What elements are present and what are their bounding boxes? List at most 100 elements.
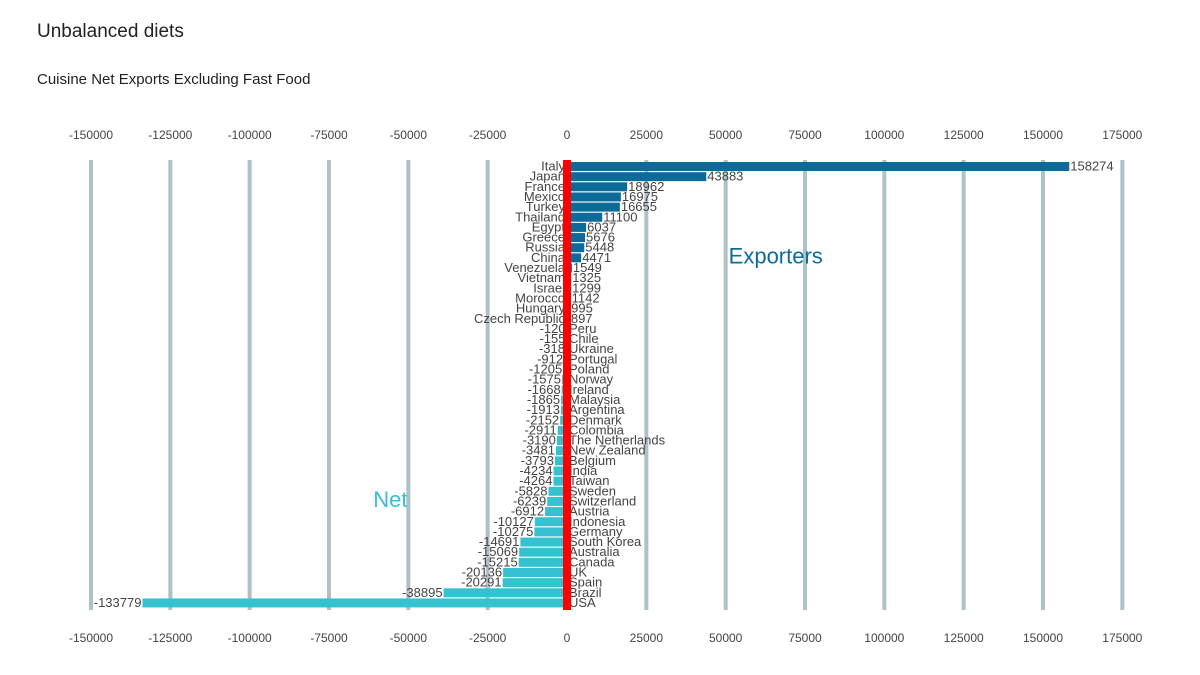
zero-line: [563, 160, 571, 610]
value-label: 5676: [586, 230, 615, 245]
category-label: Indonesia: [569, 514, 626, 529]
x-tick-label-bottom: -75000: [310, 631, 348, 645]
category-label: Sweden: [569, 483, 616, 498]
value-label: -1668: [527, 382, 560, 397]
value-label: 6037: [587, 219, 616, 234]
category-label: Hungary: [516, 301, 566, 316]
value-label: -3793: [521, 453, 554, 468]
bar: [503, 568, 567, 577]
bar: [553, 476, 567, 486]
x-tick-label-bottom: 25000: [630, 631, 664, 645]
value-label: 43883: [707, 169, 743, 184]
bar: [443, 588, 567, 598]
bar: [554, 456, 567, 466]
category-label: France: [525, 179, 565, 194]
bar: [567, 172, 707, 182]
bar: [534, 517, 567, 527]
bar: [567, 182, 628, 192]
bar: [567, 162, 1070, 171]
bar: [567, 192, 621, 202]
x-tick-label-top: 0: [564, 128, 571, 142]
category-label: Colombia: [569, 422, 625, 437]
category-label: South Korea: [569, 534, 642, 549]
x-tick-label-top: 25000: [630, 128, 664, 142]
value-label: -15069: [478, 544, 518, 559]
value-label: 11100: [603, 209, 637, 224]
category-label: Czech Republic: [474, 311, 566, 326]
bar: [545, 507, 567, 517]
x-tick-label-bottom: 150000: [1023, 631, 1063, 645]
category-label: Venezuela: [504, 260, 565, 275]
category-label: Japan: [530, 169, 565, 184]
value-label: 1299: [572, 280, 601, 295]
category-label: UK: [569, 565, 587, 580]
x-tick-label-bottom: 100000: [864, 631, 904, 645]
category-label: India: [569, 463, 598, 478]
bar: [567, 212, 603, 222]
category-label: Brazil: [569, 585, 602, 600]
value-label: 1549: [573, 260, 602, 275]
value-label: 897: [571, 311, 593, 326]
value-label: 1142: [572, 290, 600, 305]
value-label: -120: [540, 321, 566, 336]
x-tick-label-top: 175000: [1102, 128, 1142, 142]
category-label: Argentina: [569, 402, 625, 417]
category-label: Taiwan: [569, 473, 609, 488]
value-label: -318: [539, 341, 565, 356]
category-label: Spain: [569, 575, 602, 590]
category-label: Malaysia: [569, 392, 621, 407]
annotation-label: Net: [373, 487, 407, 512]
x-tick-label-top: -75000: [310, 128, 348, 142]
value-label: 4471: [582, 250, 611, 265]
value-label: 16975: [622, 189, 658, 204]
x-tick-label-top: 50000: [709, 128, 743, 142]
x-tick-label-top: 125000: [944, 128, 984, 142]
value-label: -38895: [402, 585, 442, 600]
bar: [567, 243, 585, 253]
value-label: -1913: [527, 402, 560, 417]
x-tick-label-top: -50000: [390, 128, 428, 142]
value-label: -20291: [461, 575, 501, 590]
bar: [502, 578, 567, 588]
value-label: -2911: [524, 422, 556, 437]
bar: [557, 425, 567, 435]
x-tick-label-bottom: 125000: [944, 631, 984, 645]
category-label: Italy: [541, 159, 565, 174]
category-label: Egypt: [532, 219, 566, 234]
value-label: -3481: [522, 443, 555, 458]
value-label: -4264: [519, 473, 552, 488]
value-label: 158274: [1070, 159, 1113, 174]
category-label: Turkey: [526, 199, 566, 214]
x-tick-label-bottom: -25000: [469, 631, 507, 645]
category-label: Switzerland: [569, 493, 636, 508]
chart-subtitle: Cuisine Net Exports Excluding Fast Food: [37, 71, 311, 88]
value-label: -20136: [462, 565, 502, 580]
value-label: -4234: [519, 463, 552, 478]
category-label: Chile: [569, 331, 599, 346]
category-label: Belgium: [569, 453, 616, 468]
x-tick-label-bottom: -125000: [148, 631, 192, 645]
category-label: Germany: [569, 524, 623, 539]
x-tick-label-top: -100000: [228, 128, 272, 142]
value-label: -1205: [529, 362, 562, 377]
value-label: -912: [537, 351, 563, 366]
value-label: 18962: [628, 179, 664, 194]
value-label: -1865: [527, 392, 560, 407]
value-label: -6239: [513, 493, 546, 508]
value-label: -10275: [493, 524, 533, 539]
value-label: 995: [571, 301, 593, 316]
category-label: Denmark: [569, 412, 622, 427]
value-label: -15215: [477, 554, 517, 569]
category-label: Ireland: [569, 382, 609, 397]
category-label: Portugal: [569, 351, 618, 366]
bar: [519, 547, 567, 557]
category-label: Austria: [569, 504, 610, 519]
bar: [518, 557, 567, 567]
bar: [142, 598, 567, 608]
annotation-label: Exporters: [729, 243, 823, 268]
x-tick-label-top: 100000: [864, 128, 904, 142]
value-label: -14691: [479, 534, 519, 549]
bar: [520, 537, 567, 547]
category-label: Mexico: [524, 189, 565, 204]
